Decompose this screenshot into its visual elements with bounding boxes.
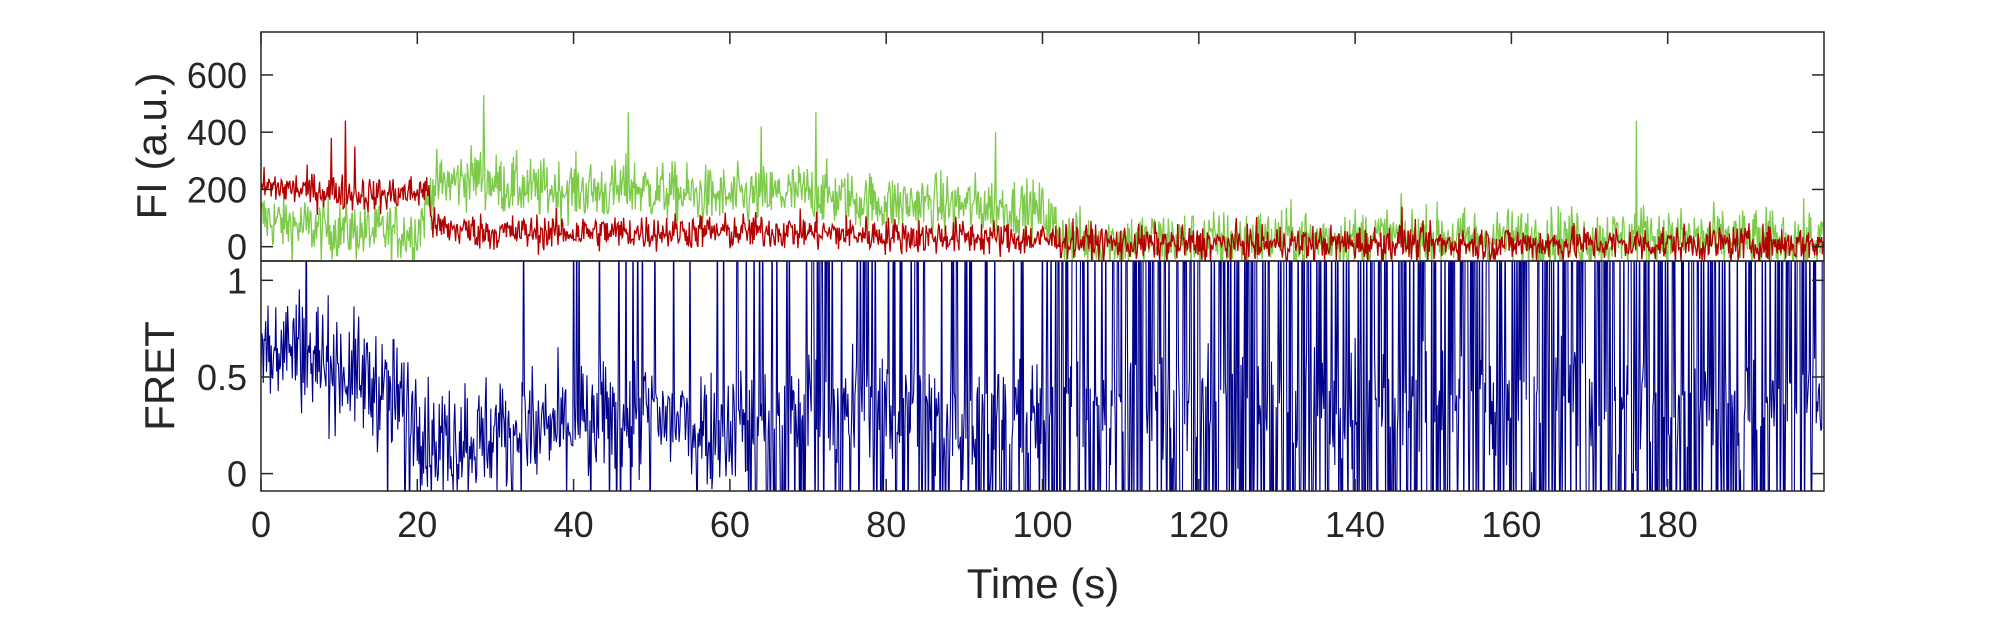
time-xtick-label: 60 bbox=[710, 504, 750, 545]
time-xtick-label: 180 bbox=[1638, 504, 1698, 545]
fret-panel: 0 0.5 1 0 20 40 60 80 100 120 140 160 180 FRET Time… bbox=[136, 32, 1825, 607]
intensity-ytick-label: 400 bbox=[187, 112, 247, 153]
intensity-ytick-label: 200 bbox=[187, 169, 247, 210]
time-xtick-label: 120 bbox=[1169, 504, 1229, 545]
intensity-series-1 bbox=[261, 120, 1824, 261]
fret-ylabel: FRET bbox=[136, 321, 183, 431]
time-xtick-label: 20 bbox=[397, 504, 437, 545]
time-xtick-label: 0 bbox=[251, 504, 271, 545]
fret-ytick-label: 1 bbox=[227, 260, 247, 301]
fret-series-0 bbox=[261, 261, 1823, 491]
time-xtick-label: 100 bbox=[1012, 504, 1072, 545]
intensity-panel: 0 200 400 600 FI (a.u.) bbox=[128, 31, 1825, 268]
time-xtick-label: 160 bbox=[1481, 504, 1541, 545]
fret-ytick-label: 0.5 bbox=[197, 357, 247, 398]
intensity-ylabel: FI (a.u.) bbox=[128, 72, 175, 219]
fret-ytick-label: 0 bbox=[227, 454, 247, 495]
intensity-ytick-label: 600 bbox=[187, 55, 247, 96]
intensity-ytick-label: 0 bbox=[227, 227, 247, 268]
time-xtick-label: 80 bbox=[866, 504, 906, 545]
time-xtick-label: 140 bbox=[1325, 504, 1385, 545]
time-xlabel: Time (s) bbox=[967, 560, 1119, 607]
time-xtick-label: 40 bbox=[554, 504, 594, 545]
